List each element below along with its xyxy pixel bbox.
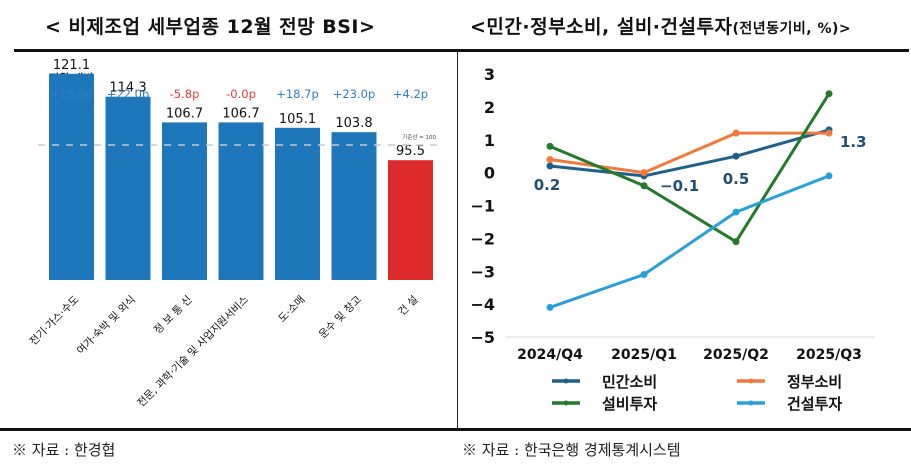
x-tick-label: 2025/Q1 <box>611 347 677 363</box>
consumption-investment-line-chart: 3 2 1 0 −1 −2 −3 −4 −5 2024/Q4 2025/Q1 2025/Q2 2025/… <box>470 65 875 413</box>
bar <box>218 122 264 280</box>
bar <box>331 132 377 280</box>
bar-value-label: 105.1 <box>279 112 316 127</box>
right-title-unit: (전년동기비, %)> <box>732 21 852 37</box>
bar-value-label: 114.3 <box>109 81 146 96</box>
data-label: −0.1 <box>660 177 699 195</box>
data-point <box>546 155 554 163</box>
bar <box>388 160 433 280</box>
bar-value-label: 95.5 <box>396 144 425 159</box>
y-tick-label: −3 <box>470 262 495 281</box>
y-tick-label: −2 <box>470 229 495 248</box>
y-tick-label: −4 <box>470 295 495 314</box>
legend-marker <box>563 378 569 384</box>
data-point <box>732 129 740 137</box>
bar-value-label: 121.1 <box>53 58 90 73</box>
data-point <box>732 208 740 216</box>
bar <box>162 122 207 280</box>
data-label: 0.5 <box>723 170 750 188</box>
left-chart-title: < 비제조업 세부업종 12월 전망 BSI> <box>45 16 376 38</box>
source-note-right: ※ 자료 : 한국은행 경제통계시스템 <box>462 441 681 459</box>
right-chart-title: <민간·정부소비, 설비·건설투자(전년동기비, %)> <box>470 12 851 39</box>
bar <box>105 96 151 280</box>
data-point <box>732 152 740 160</box>
change-label: +22.0p <box>107 87 150 101</box>
data-point <box>546 142 554 150</box>
legend-marker <box>748 400 754 406</box>
panel-divider <box>457 52 458 428</box>
legend-label: 민간소비 <box>602 373 657 391</box>
bar <box>49 73 94 280</box>
change-label: -5.8p <box>170 87 200 101</box>
bar-value-label: 106.7 <box>166 106 203 121</box>
bsi-bar-chart: 전월 대비121.1+15.8p전기·가스·수도114.3+22.0p여가·숙박… <box>27 58 443 410</box>
data-point <box>825 90 833 98</box>
x-tick-label: 2025/Q2 <box>703 347 769 363</box>
bar-value-label: 106.7 <box>222 106 259 121</box>
data-point <box>640 271 648 279</box>
y-tick-label: 2 <box>484 98 495 117</box>
legend-label: 건설투자 <box>787 395 842 413</box>
y-tick-label: 3 <box>484 65 495 84</box>
top-rule <box>14 49 909 52</box>
y-tick-label: 1 <box>484 131 495 150</box>
legend-label: 설비투자 <box>602 395 657 413</box>
y-tick-label: −1 <box>470 197 495 216</box>
y-tick-label: −5 <box>470 328 495 347</box>
x-tick-label: 2025/Q3 <box>796 347 862 363</box>
data-label: 0.2 <box>534 176 561 194</box>
data-point <box>640 182 648 190</box>
right-title-main: <민간·정부소비, 설비·건설투자 <box>470 16 733 38</box>
reference-label: 기준선 = 100 <box>402 133 436 141</box>
bottom-rule <box>0 428 911 431</box>
data-point <box>825 172 833 180</box>
change-label: +23.0p <box>333 87 376 101</box>
bar-value-label: 103.8 <box>335 116 372 131</box>
legend-label: 정부소비 <box>787 373 842 391</box>
data-point <box>640 169 648 177</box>
series-line <box>549 92 831 244</box>
change-label: +4.2p <box>393 87 428 101</box>
y-tick-label: 0 <box>484 164 495 183</box>
change-label: +15.8p <box>50 87 93 101</box>
series-line <box>549 128 830 178</box>
series-line <box>549 174 830 309</box>
source-note-left: ※ 자료 : 한경협 <box>12 441 116 459</box>
data-point <box>825 129 833 137</box>
bar <box>275 127 320 280</box>
change-label: +18.7p <box>276 87 319 101</box>
data-point <box>546 303 554 311</box>
change-label: -0.0p <box>226 87 256 101</box>
legend-marker <box>748 378 754 384</box>
legend-marker <box>563 400 569 406</box>
data-label: 1.3 <box>840 133 867 151</box>
data-point <box>546 162 554 170</box>
data-point <box>732 238 740 246</box>
x-tick-label: 2024/Q4 <box>517 347 583 363</box>
